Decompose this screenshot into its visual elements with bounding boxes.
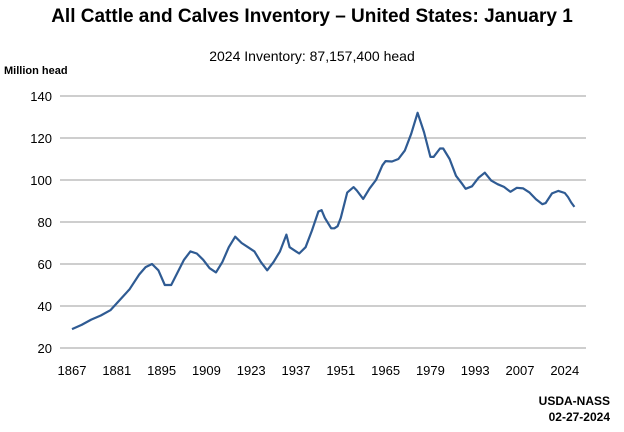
y-tick-label: 60 xyxy=(38,257,52,272)
x-tick-label: 1993 xyxy=(461,363,490,378)
x-tick-label: 1867 xyxy=(58,363,87,378)
x-tick-label: 1881 xyxy=(102,363,131,378)
y-tick-label: 120 xyxy=(30,131,52,146)
y-tick-label: 80 xyxy=(38,215,52,230)
x-tick-label: 1909 xyxy=(192,363,221,378)
chart-subtitle: 2024 Inventory: 87,157,400 head xyxy=(209,48,415,64)
x-tick-label: 1965 xyxy=(371,363,400,378)
y-tick-label: 20 xyxy=(38,341,52,356)
x-tick-label: 1895 xyxy=(147,363,176,378)
x-tick-label: 2024 xyxy=(550,363,579,378)
x-tick-label: 1923 xyxy=(237,363,266,378)
source-note: USDA-NASS 02-27-2024 xyxy=(539,393,610,425)
x-tick-label: 1951 xyxy=(326,363,355,378)
chart-title: All Cattle and Calves Inventory – United… xyxy=(51,6,573,27)
source-agency: USDA-NASS xyxy=(538,394,610,408)
x-tick-label: 2007 xyxy=(506,363,535,378)
y-axis-label: Million head xyxy=(4,65,68,77)
x-tick-label: 1979 xyxy=(416,363,445,378)
y-tick-label: 100 xyxy=(30,173,52,188)
series-line xyxy=(71,111,576,331)
x-tick-label: 1937 xyxy=(282,363,311,378)
y-tick-label: 140 xyxy=(30,89,52,104)
y-tick-label: 40 xyxy=(38,299,52,314)
source-date: 02-27-2024 xyxy=(548,410,610,424)
